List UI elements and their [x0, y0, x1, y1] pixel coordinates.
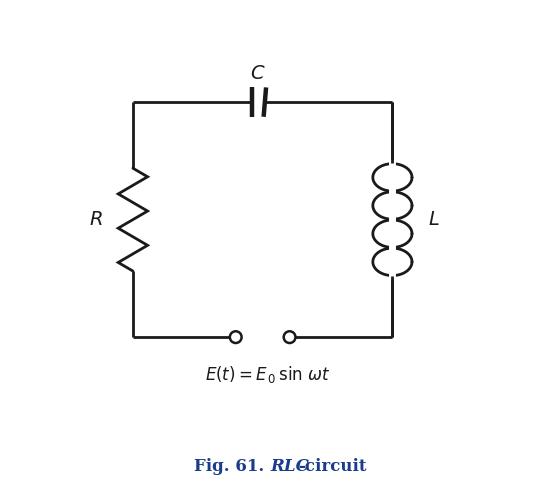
Text: $C$: $C$	[250, 65, 266, 83]
Text: -circuit: -circuit	[299, 458, 367, 476]
Text: $E(t) = E_{\,0}\,\sin\,\omega t$: $E(t) = E_{\,0}\,\sin\,\omega t$	[205, 364, 330, 385]
Text: RLC: RLC	[270, 458, 309, 476]
Text: $R$: $R$	[89, 211, 103, 229]
Text: $L$: $L$	[428, 211, 440, 229]
Text: Fig. 61.: Fig. 61.	[194, 458, 270, 476]
